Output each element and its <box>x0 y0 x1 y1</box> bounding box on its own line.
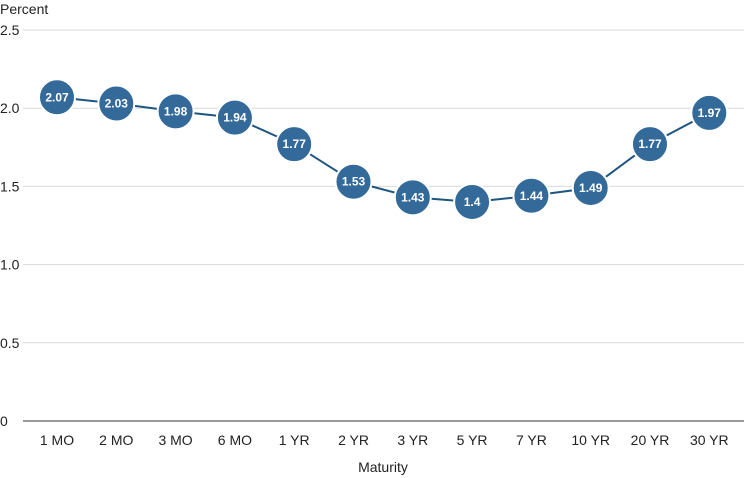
data-point: 2.07 <box>38 78 76 117</box>
data-point: 1.43 <box>393 178 432 217</box>
x-tick-label: 30 YR <box>690 432 729 448</box>
data-point: 1.97 <box>690 93 729 132</box>
data-point-marker <box>393 178 432 217</box>
data-point-marker <box>275 125 314 164</box>
x-tick-label: 1 YR <box>279 432 310 448</box>
x-tick-label: 5 YR <box>457 432 488 448</box>
data-point-marker <box>38 78 76 117</box>
data-label: 1.94 <box>223 111 247 125</box>
data-point-marker <box>156 92 195 131</box>
data-point-marker <box>453 183 492 222</box>
data-point: 1.4 <box>453 183 492 222</box>
y-tick-label: 0 <box>0 413 8 429</box>
data-point-marker <box>97 84 136 123</box>
data-point-marker <box>334 162 373 201</box>
data-point: 1.44 <box>512 176 551 215</box>
y-tick-labels: 0 0.5 1.0 1.5 2.0 2.5 <box>0 22 20 429</box>
x-tick-label: 3 MO <box>158 432 192 448</box>
data-points: 2.07 2.03 1.98 1.94 1.77 1.53 1.43 1.4 1.44 1.49 1… <box>38 78 729 222</box>
data-label: 1.44 <box>520 189 544 203</box>
data-point: 1.53 <box>334 162 373 201</box>
y-tick-label: 1.5 <box>0 178 20 194</box>
data-point-marker <box>690 93 729 132</box>
data-point-marker <box>631 125 669 164</box>
data-label: 1.77 <box>283 137 307 151</box>
y-tick-label: 0.5 <box>0 335 20 351</box>
data-label: 2.03 <box>105 97 129 111</box>
data-label: 1.97 <box>698 106 722 120</box>
x-tick-label: 2 MO <box>99 432 133 448</box>
data-point: 1.49 <box>571 168 610 207</box>
x-tick-label: 1 MO <box>40 432 74 448</box>
data-point: 1.94 <box>215 98 254 137</box>
y-tick-label: 2.0 <box>0 100 20 116</box>
data-label: 1.98 <box>164 104 188 118</box>
x-tick-labels: 1 MO 2 MO 3 MO 6 MO 1 YR 2 YR 3 YR 5 YR 7 YR 10 Y… <box>40 432 729 448</box>
data-label: 1.43 <box>401 190 425 204</box>
x-tick-label: 10 YR <box>571 432 610 448</box>
data-label: 1.49 <box>579 181 603 195</box>
data-point: 1.77 <box>275 125 314 164</box>
x-axis-label: Maturity <box>358 459 408 475</box>
x-tick-label: 6 MO <box>218 432 252 448</box>
x-tick-label: 20 YR <box>631 432 670 448</box>
y-axis-label: Percent <box>0 1 48 17</box>
data-point: 1.77 <box>631 125 669 164</box>
data-label: 1.77 <box>638 137 662 151</box>
data-label: 1.53 <box>342 175 366 189</box>
data-point: 1.98 <box>156 92 195 131</box>
data-point-marker <box>512 176 551 215</box>
data-point-marker <box>215 98 254 137</box>
grid-lines <box>23 29 744 344</box>
x-tick-label: 7 YR <box>516 432 547 448</box>
x-tick-label: 3 YR <box>397 432 428 448</box>
data-label: 1.4 <box>464 195 481 209</box>
y-tick-label: 2.5 <box>0 22 20 38</box>
data-label: 2.07 <box>45 90 69 104</box>
data-point-marker <box>571 168 610 207</box>
data-point: 2.03 <box>97 84 136 123</box>
x-tick-label: 2 YR <box>338 432 369 448</box>
y-tick-label: 1.0 <box>0 257 20 273</box>
